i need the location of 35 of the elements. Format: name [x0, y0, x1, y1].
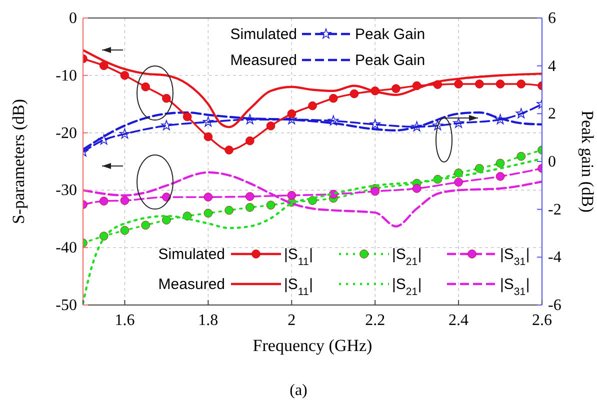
y-tick-label: 0: [69, 10, 77, 27]
x-tick-label: 1.8: [198, 312, 218, 329]
annotation: Simulated: [158, 246, 225, 263]
text: (a): [290, 382, 308, 399]
x-tick-label: 1.6: [114, 312, 135, 329]
x-tick-label: 2: [288, 312, 296, 329]
x-tick-label: 2.6: [532, 312, 552, 329]
legend-label: |S$_{21}$|: [392, 246, 422, 268]
y2-tick-label: -6: [548, 297, 562, 314]
annotation: Simulated: [230, 26, 297, 43]
y-tick-label: -30: [56, 182, 77, 200]
legend-label: Peak Gain: [355, 26, 426, 43]
y2-tick-label: -4: [548, 249, 562, 266]
legend-label: |S$_{31}$|: [500, 276, 530, 298]
x-tick-label: 2.4: [448, 312, 469, 329]
y2-tick-label: 4: [548, 58, 556, 75]
y-tick-label: -20: [56, 124, 77, 142]
legend-label: |S$_{11}$|: [284, 246, 313, 268]
legend-label: |S$_{21}$|: [392, 276, 422, 298]
y2-tick-label: 0: [548, 154, 556, 170]
legend-label: |S$_{11}$|: [284, 276, 313, 298]
y-tick-label: -10: [56, 67, 77, 84]
y2-tick-label: -2: [548, 201, 562, 218]
annotation: Measured: [158, 276, 225, 293]
y-tick-label: -50: [56, 297, 77, 314]
y2-tick-label: 2: [548, 106, 556, 123]
legend-label: Peak Gain: [355, 52, 426, 69]
x-tick-label: 2.2: [365, 312, 386, 329]
x-axis-title: Frequency (GHz): [252, 336, 372, 355]
legend-label: |S$_{31}$|: [500, 246, 530, 268]
y2-axis-title: Peak gain (dB): [578, 110, 597, 212]
y2-tick-label: 6: [548, 10, 556, 27]
y-axis-title: S-parameters (dB): [9, 98, 28, 224]
y-tick-label: -40: [56, 240, 77, 257]
annotation: Measured: [230, 52, 297, 69]
